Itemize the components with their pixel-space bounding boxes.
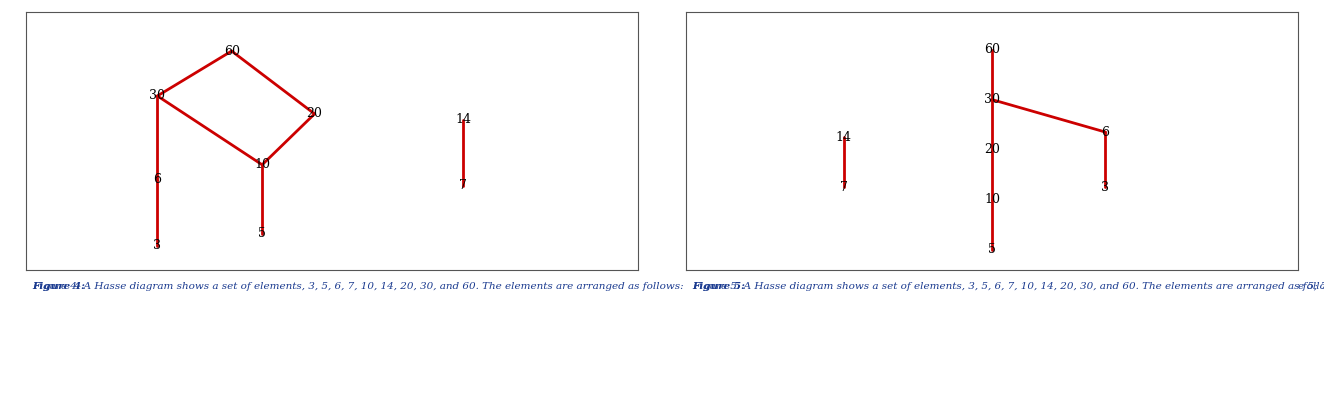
Text: (iv): (iv) [686, 285, 707, 298]
Text: (iii): (iii) [26, 285, 49, 298]
Text: 3: 3 [1102, 181, 1110, 194]
Text: 30: 30 [984, 93, 1000, 106]
Text: 10: 10 [254, 158, 270, 171]
Text: 14: 14 [835, 130, 851, 143]
Text: 60: 60 [224, 44, 240, 57]
Text: 6: 6 [1102, 126, 1110, 139]
Text: 20: 20 [307, 107, 323, 120]
Text: Figure 5:: Figure 5: [692, 282, 745, 291]
Text: 10: 10 [984, 193, 1000, 206]
Text: 60: 60 [984, 43, 1000, 56]
Text: Figure 4: A Hasse diagram shows a set of elements, 3, 5, 6, 7, 10, 14, 20, 30, a: Figure 4: A Hasse diagram shows a set of… [33, 282, 1324, 291]
Text: 20: 20 [984, 143, 1000, 156]
Text: 7: 7 [839, 181, 847, 194]
Text: Figure 5: A Hasse diagram shows a set of elements, 3, 5, 6, 7, 10, 14, 20, 30, a: Figure 5: A Hasse diagram shows a set of… [692, 282, 1324, 291]
Text: 30: 30 [150, 89, 166, 103]
Text: 5: 5 [988, 243, 996, 256]
Text: 6: 6 [154, 173, 162, 186]
Text: 3: 3 [154, 239, 162, 252]
Text: 14: 14 [455, 114, 471, 126]
Text: Figure 4:: Figure 4: [33, 282, 86, 291]
Text: 7: 7 [459, 179, 467, 192]
Text: 5: 5 [258, 227, 266, 240]
